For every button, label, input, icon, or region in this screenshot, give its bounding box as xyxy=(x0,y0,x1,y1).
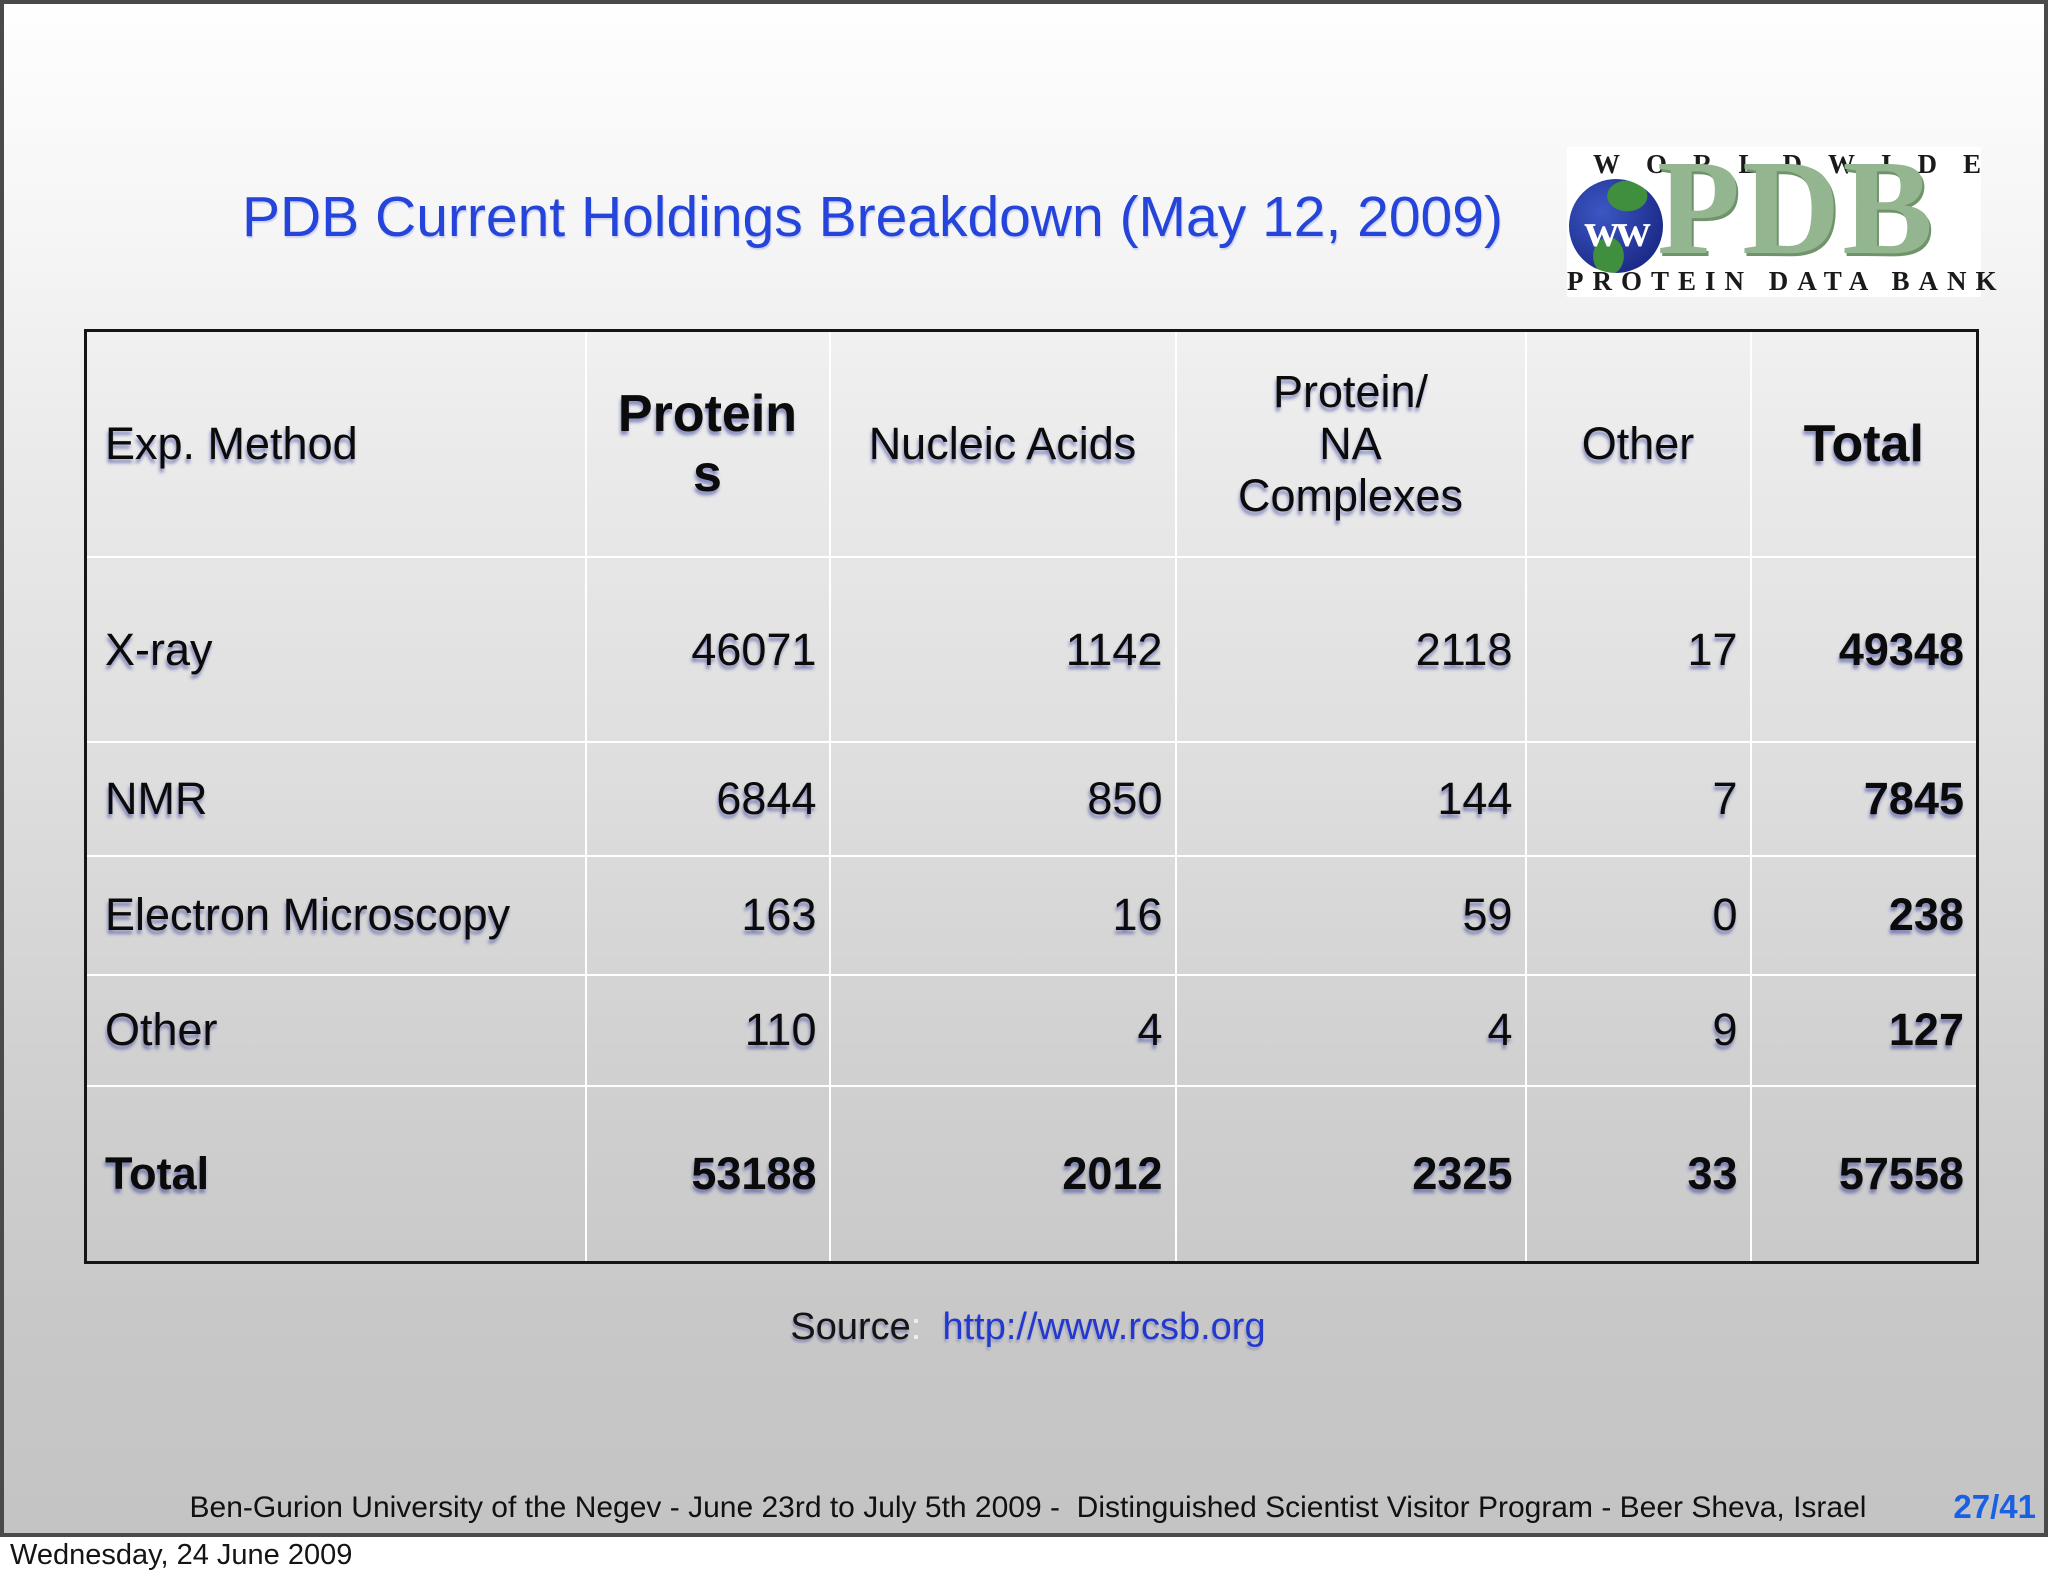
cell-total: 7845 xyxy=(1749,740,1979,858)
cell-complexes: 2325 xyxy=(1174,1084,1527,1264)
cell-total: 238 xyxy=(1749,855,1979,976)
cell-other: 33 xyxy=(1524,1084,1752,1264)
cell-total: 49348 xyxy=(1749,556,1979,743)
table-row-nmr: NMR 6844 850 144 7 7845 xyxy=(84,740,1979,858)
row-label: Total xyxy=(84,1084,587,1264)
source-line: Source: http://www.rcsb.org xyxy=(4,1306,2048,1349)
cell-complexes: 2118 xyxy=(1174,556,1527,743)
date-text: Wednesday, 24 June 2009 xyxy=(10,1539,353,1571)
column-header-protein-na-complexes: Protein/ NA Complexes xyxy=(1174,329,1527,559)
footer-text: Ben-Gurion University of the Negev - Jun… xyxy=(189,1491,1867,1524)
column-header-other: Other xyxy=(1524,329,1752,559)
row-label: Other xyxy=(84,973,587,1087)
cell-other: 17 xyxy=(1524,556,1752,743)
cell-nucleic-acids: 1142 xyxy=(828,556,1177,743)
holdings-table-wrap: Exp. Method Protein s Nucleic Acids Prot… xyxy=(84,329,1979,1264)
cell-complexes: 144 xyxy=(1174,740,1527,858)
row-label: X-ray xyxy=(84,556,587,743)
cell-nucleic-acids: 4 xyxy=(828,973,1177,1087)
cell-proteins: 53188 xyxy=(584,1084,831,1264)
status-bar: Wednesday, 24 June 2009 xyxy=(0,1537,2048,1576)
table-row-electron-microscopy: Electron Microscopy 163 16 59 0 238 xyxy=(84,855,1979,976)
row-label: NMR xyxy=(84,740,587,858)
column-header-exp-method: Exp. Method xyxy=(84,329,587,559)
cell-proteins: 163 xyxy=(584,855,831,976)
source-url-link[interactable]: http://www.rcsb.org xyxy=(942,1306,1266,1348)
column-header-nucleic-acids: Nucleic Acids xyxy=(828,329,1177,559)
globe-icon: ww xyxy=(1569,179,1663,273)
page-number: 27/41 xyxy=(1953,1488,2036,1525)
cell-complexes: 59 xyxy=(1174,855,1527,976)
pdb-acronym: PDB xyxy=(1657,133,1935,283)
page-title: PDB Current Holdings Breakdown (May 12, … xyxy=(242,185,1503,249)
table-row-other: Other 110 4 4 9 127 xyxy=(84,973,1979,1087)
source-label: Source xyxy=(790,1306,911,1348)
column-header-total: Total xyxy=(1749,329,1979,559)
presentation-slide: PDB Current Holdings Breakdown (May 12, … xyxy=(0,0,2048,1537)
table-row-total: Total 53188 2012 2325 33 57558 xyxy=(84,1084,1979,1264)
wwpdb-logo: WORLDWIDE ww PDB PROTEIN DATA BANK xyxy=(1567,133,2008,297)
protein-data-bank-label: PROTEIN DATA BANK xyxy=(1567,266,2006,296)
cell-total: 127 xyxy=(1749,973,1979,1087)
cell-proteins: 46071 xyxy=(584,556,831,743)
cell-other: 7 xyxy=(1524,740,1752,858)
table-row-xray: X-ray 46071 1142 2118 17 49348 xyxy=(84,556,1979,743)
source-colon: : xyxy=(910,1306,943,1348)
cell-proteins: 6844 xyxy=(584,740,831,858)
cell-nucleic-acids: 850 xyxy=(828,740,1177,858)
column-header-proteins: Protein s xyxy=(584,329,831,559)
cell-other: 9 xyxy=(1524,973,1752,1087)
globe-ww-label: ww xyxy=(1584,204,1650,257)
row-label: Electron Microscopy xyxy=(84,855,587,976)
cell-complexes: 4 xyxy=(1174,973,1527,1087)
cell-other: 0 xyxy=(1524,855,1752,976)
cell-total: 57558 xyxy=(1749,1084,1979,1264)
cell-proteins: 110 xyxy=(584,973,831,1087)
cell-nucleic-acids: 16 xyxy=(828,855,1177,976)
holdings-table: Exp. Method Protein s Nucleic Acids Prot… xyxy=(84,329,1979,1264)
worldwide-label: WORLDWIDE xyxy=(1593,149,2008,179)
cell-nucleic-acids: 2012 xyxy=(828,1084,1177,1264)
header-row: Exp. Method Protein s Nucleic Acids Prot… xyxy=(84,329,1979,559)
